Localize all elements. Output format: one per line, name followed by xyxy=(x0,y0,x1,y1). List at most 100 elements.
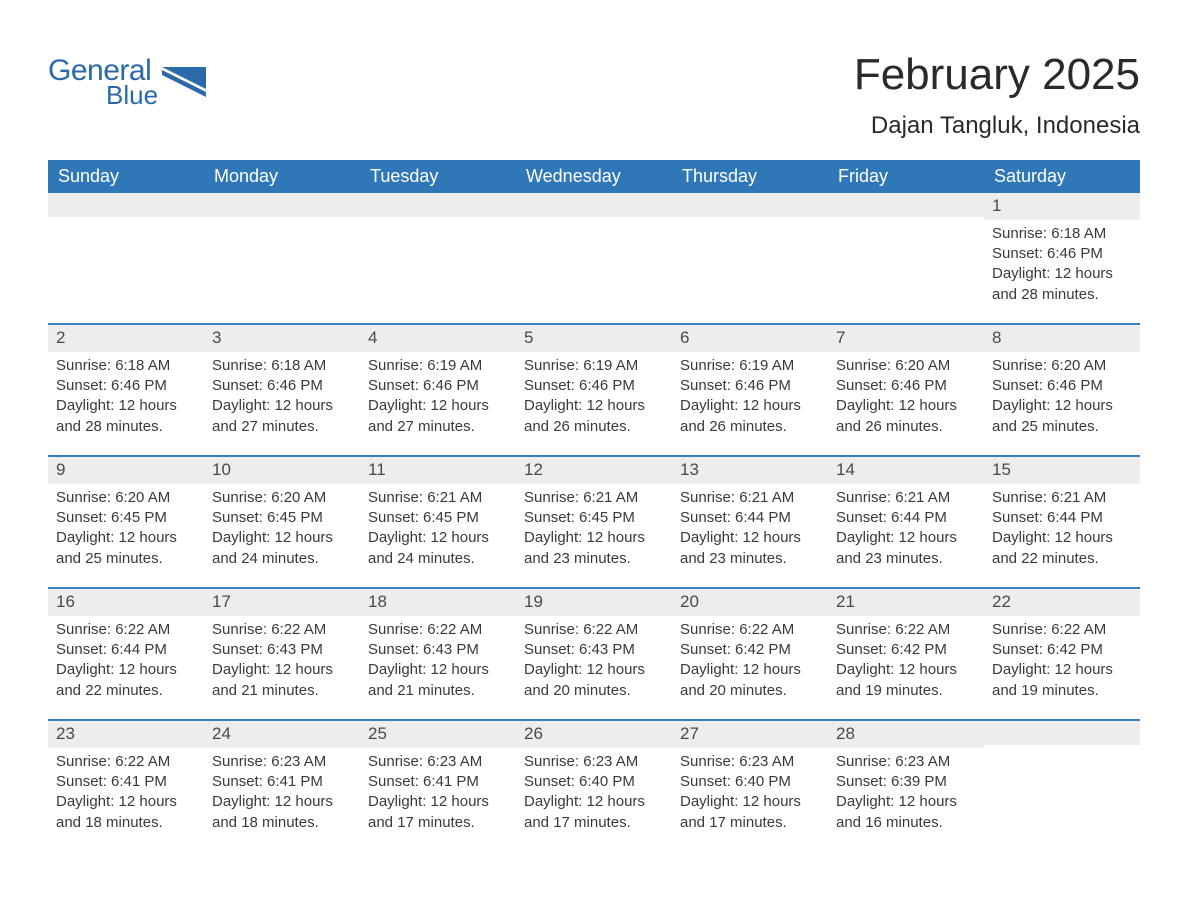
sunrise-text: Sunrise: 6:22 AM xyxy=(56,620,196,640)
calendar-day-cell xyxy=(516,193,672,323)
day-details: Sunrise: 6:18 AMSunset: 6:46 PMDaylight:… xyxy=(204,352,360,445)
daylight-text: Daylight: 12 hours and 23 minutes. xyxy=(524,528,664,569)
day-details: Sunrise: 6:23 AMSunset: 6:41 PMDaylight:… xyxy=(204,748,360,841)
day-number: 19 xyxy=(516,589,672,616)
calendar: SundayMondayTuesdayWednesdayThursdayFrid… xyxy=(48,160,1140,851)
sunrise-text: Sunrise: 6:22 AM xyxy=(524,620,664,640)
sunrise-text: Sunrise: 6:22 AM xyxy=(56,752,196,772)
calendar-week-row: 2Sunrise: 6:18 AMSunset: 6:46 PMDaylight… xyxy=(48,323,1140,455)
brand-logo: General Blue xyxy=(48,56,206,108)
day-number: 10 xyxy=(204,457,360,484)
daylight-text: Daylight: 12 hours and 18 minutes. xyxy=(212,792,352,833)
sunset-text: Sunset: 6:39 PM xyxy=(836,772,976,792)
day-number: 16 xyxy=(48,589,204,616)
day-details: Sunrise: 6:22 AMSunset: 6:43 PMDaylight:… xyxy=(516,616,672,709)
day-details: Sunrise: 6:23 AMSunset: 6:40 PMDaylight:… xyxy=(516,748,672,841)
calendar-day-cell: 12Sunrise: 6:21 AMSunset: 6:45 PMDayligh… xyxy=(516,457,672,587)
day-number: 9 xyxy=(48,457,204,484)
calendar-day-cell: 25Sunrise: 6:23 AMSunset: 6:41 PMDayligh… xyxy=(360,721,516,851)
sunset-text: Sunset: 6:46 PM xyxy=(524,376,664,396)
sunset-text: Sunset: 6:46 PM xyxy=(992,244,1132,264)
calendar-day-cell: 2Sunrise: 6:18 AMSunset: 6:46 PMDaylight… xyxy=(48,325,204,455)
calendar-week-row: 23 Sunrise: 6:22 AMSunset: 6:41 PM Dayligh… xyxy=(48,719,1140,851)
day-details: Sunrise: 6:21 AMSunset: 6:44 PMDaylight:… xyxy=(672,484,828,577)
calendar-day-cell: 24Sunrise: 6:23 AMSunset: 6:41 PMDayligh… xyxy=(204,721,360,851)
day-number: 23 xyxy=(48,721,204,748)
calendar-day-cell: 17Sunrise: 6:22 AMSunset: 6:43 PMDayligh… xyxy=(204,589,360,719)
calendar-day-cell: 18Sunrise: 6:22 AMSunset: 6:43 PMDayligh… xyxy=(360,589,516,719)
sunrise-text: Sunrise: 6:22 AM xyxy=(992,620,1132,640)
day-number: 3 xyxy=(204,325,360,352)
day-number: 1 xyxy=(984,193,1140,220)
day-details: Sunrise: 6:21 AMSunset: 6:44 PMDaylight:… xyxy=(984,484,1140,577)
sunrise-text: Sunrise: 6:23 AM xyxy=(212,752,352,772)
day-number: 12 xyxy=(516,457,672,484)
calendar-header-cell: Wednesday xyxy=(516,160,672,193)
daylight-text: Daylight: 12 hours and 26 minutes. xyxy=(680,396,820,437)
day-number: 27 xyxy=(672,721,828,748)
calendar-week-row: 9Sunrise: 6:20 AMSunset: 6:45 PMDaylight… xyxy=(48,455,1140,587)
daylight-text: Daylight: 12 hours and 22 minutes. xyxy=(992,528,1132,569)
day-number xyxy=(828,193,984,217)
daylight-text: Daylight: 12 hours and 21 minutes. xyxy=(368,660,508,701)
calendar-day-cell: 5Sunrise: 6:19 AMSunset: 6:46 PMDaylight… xyxy=(516,325,672,455)
calendar-header-cell: Monday xyxy=(204,160,360,193)
daylight-text: Daylight: 12 hours and 26 minutes. xyxy=(524,396,664,437)
sunrise-text: Sunrise: 6:21 AM xyxy=(524,488,664,508)
calendar-header-cell: Friday xyxy=(828,160,984,193)
calendar-day-cell: 22Sunrise: 6:22 AMSunset: 6:42 PMDayligh… xyxy=(984,589,1140,719)
sunrise-text: Sunrise: 6:20 AM xyxy=(836,356,976,376)
day-number: 25 xyxy=(360,721,516,748)
daylight-text: Daylight: 12 hours and 22 minutes. xyxy=(56,660,196,701)
calendar-body: 1 Sunrise: 6:18 AMSunset: 6:46 PMDaylight… xyxy=(48,193,1140,851)
sunset-text: Sunset: 6:44 PM xyxy=(836,508,976,528)
calendar-header-cell: Tuesday xyxy=(360,160,516,193)
calendar-day-cell xyxy=(672,193,828,323)
calendar-header-cell: Saturday xyxy=(984,160,1140,193)
sunset-text: Sunset: 6:45 PM xyxy=(368,508,508,528)
day-number: 21 xyxy=(828,589,984,616)
calendar-day-cell: 3Sunrise: 6:18 AMSunset: 6:46 PMDaylight… xyxy=(204,325,360,455)
daylight-text: Daylight: 12 hours and 17 minutes. xyxy=(368,792,508,833)
brand-word-2: Blue xyxy=(106,82,158,108)
day-number: 5 xyxy=(516,325,672,352)
day-number: 6 xyxy=(672,325,828,352)
sunset-text: Sunset: 6:42 PM xyxy=(680,640,820,660)
sunset-text: Sunset: 6:40 PM xyxy=(680,772,820,792)
daylight-text: Daylight: 12 hours and 27 minutes. xyxy=(212,396,352,437)
calendar-day-cell xyxy=(828,193,984,323)
day-details: Sunrise: 6:22 AMSunset: 6:43 PMDaylight:… xyxy=(360,616,516,709)
sunset-text: Sunset: 6:43 PM xyxy=(368,640,508,660)
day-number xyxy=(204,193,360,217)
day-details: Sunrise: 6:22 AMSunset: 6:42 PMDaylight:… xyxy=(672,616,828,709)
day-details: Sunrise: 6:20 AMSunset: 6:45 PMDaylight:… xyxy=(48,484,204,577)
day-details: Sunrise: 6:18 AMSunset: 6:46 PMDaylight:… xyxy=(48,352,204,445)
brand-flag-icon xyxy=(162,67,206,97)
day-details: Sunrise: 6:22 AMSunset: 6:43 PMDaylight:… xyxy=(204,616,360,709)
day-number xyxy=(672,193,828,217)
day-number xyxy=(984,721,1140,745)
sunset-text: Sunset: 6:41 PM xyxy=(56,772,196,792)
daylight-text: Daylight: 12 hours and 28 minutes. xyxy=(56,396,196,437)
sunset-text: Sunset: 6:46 PM xyxy=(368,376,508,396)
daylight-text: Daylight: 12 hours and 19 minutes. xyxy=(836,660,976,701)
daylight-text: Daylight: 12 hours and 16 minutes. xyxy=(836,792,976,833)
sunset-text: Sunset: 6:44 PM xyxy=(680,508,820,528)
daylight-text: Daylight: 12 hours and 25 minutes. xyxy=(56,528,196,569)
day-details: Sunrise: 6:20 AMSunset: 6:46 PMDaylight:… xyxy=(828,352,984,445)
page-title: February 2025 xyxy=(854,50,1140,100)
calendar-day-cell: 8Sunrise: 6:20 AMSunset: 6:46 PMDaylight… xyxy=(984,325,1140,455)
day-details: Sunrise: 6:23 AMSunset: 6:41 PMDaylight:… xyxy=(360,748,516,841)
day-number: 4 xyxy=(360,325,516,352)
calendar-day-cell: 21Sunrise: 6:22 AMSunset: 6:42 PMDayligh… xyxy=(828,589,984,719)
day-number: 8 xyxy=(984,325,1140,352)
daylight-text: Daylight: 12 hours and 24 minutes. xyxy=(368,528,508,569)
day-number: 15 xyxy=(984,457,1140,484)
sunset-text: Sunset: 6:45 PM xyxy=(212,508,352,528)
day-number: 22 xyxy=(984,589,1140,616)
daylight-text: Daylight: 12 hours and 19 minutes. xyxy=(992,660,1132,701)
calendar-day-cell: 11Sunrise: 6:21 AMSunset: 6:45 PMDayligh… xyxy=(360,457,516,587)
sunset-text: Sunset: 6:42 PM xyxy=(836,640,976,660)
day-details: Sunrise: 6:23 AMSunset: 6:40 PMDaylight:… xyxy=(672,748,828,841)
calendar-day-cell: 6Sunrise: 6:19 AMSunset: 6:46 PMDaylight… xyxy=(672,325,828,455)
